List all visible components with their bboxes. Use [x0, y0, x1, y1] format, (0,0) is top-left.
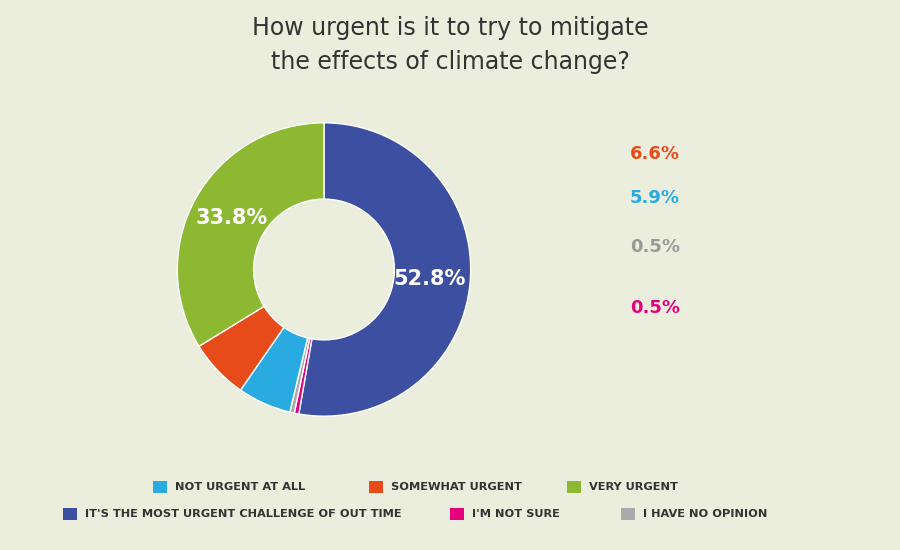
- Wedge shape: [299, 123, 471, 416]
- Text: 0.5%: 0.5%: [630, 299, 680, 317]
- Wedge shape: [177, 123, 324, 346]
- Wedge shape: [290, 338, 310, 413]
- Text: VERY URGENT: VERY URGENT: [589, 482, 678, 492]
- Text: 33.8%: 33.8%: [195, 208, 268, 228]
- Wedge shape: [199, 306, 284, 390]
- Text: How urgent is it to try to mitigate
the effects of climate change?: How urgent is it to try to mitigate the …: [252, 16, 648, 74]
- Text: I'M NOT SURE: I'M NOT SURE: [472, 509, 560, 519]
- Text: NOT URGENT AT ALL: NOT URGENT AT ALL: [175, 482, 305, 492]
- Wedge shape: [294, 338, 312, 414]
- Wedge shape: [240, 327, 308, 412]
- Text: SOMEWHAT URGENT: SOMEWHAT URGENT: [391, 482, 521, 492]
- Text: I HAVE NO OPINION: I HAVE NO OPINION: [643, 509, 767, 519]
- Text: 6.6%: 6.6%: [630, 145, 680, 163]
- Text: 0.5%: 0.5%: [630, 239, 680, 256]
- Text: IT'S THE MOST URGENT CHALLENGE OF OUT TIME: IT'S THE MOST URGENT CHALLENGE OF OUT TI…: [85, 509, 401, 519]
- Text: 52.8%: 52.8%: [393, 268, 465, 289]
- Text: 5.9%: 5.9%: [630, 189, 680, 207]
